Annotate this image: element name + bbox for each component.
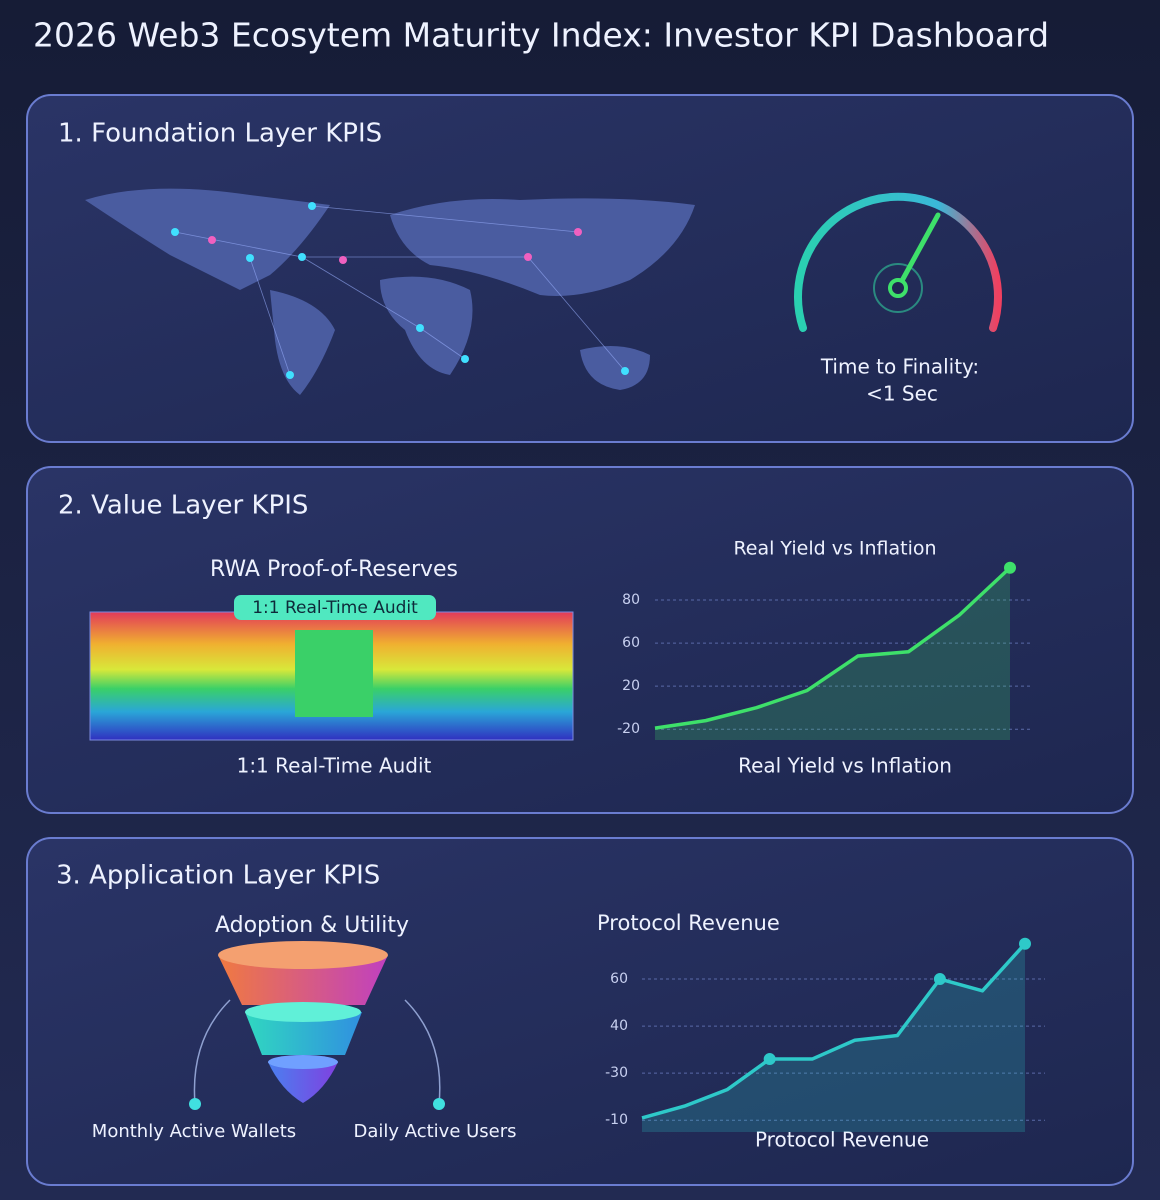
funnel-title: Adoption & Utility [215, 913, 409, 938]
line [654, 566, 1012, 730]
y-tick-label: -10 [605, 1112, 628, 1128]
y-tick-label: -30 [605, 1065, 628, 1081]
point-marker [1019, 937, 1031, 950]
gauge-hub [888, 278, 908, 298]
panel-title: 2. Value Layer KPIS [58, 491, 308, 521]
page-title: 2026 Web3 Ecosytem Maturity Index: Inves… [33, 16, 1049, 55]
line [641, 942, 1027, 1120]
chart-title: Real Yield vs Inflation [733, 538, 936, 560]
x-axis-label: Protocol Revenue [755, 1128, 929, 1152]
panel-1: 1. Foundation Layer KPIS Time to Finalit… [26, 94, 1134, 443]
point-marker [933, 973, 946, 986]
y-tick-label: -20 [617, 721, 640, 737]
north-america [85, 188, 330, 290]
area [655, 567, 1010, 740]
africa [380, 276, 473, 375]
eurasia [390, 198, 695, 296]
network-lines [174, 205, 626, 376]
point-marker [763, 1053, 776, 1066]
y-tick-label: 80 [622, 592, 640, 608]
australia [580, 346, 650, 390]
gauge [794, 192, 1002, 332]
funnel [189, 941, 445, 1110]
point-marker [1004, 561, 1016, 574]
reserves-badge-text: 1:1 Real-Time Audit [252, 598, 418, 618]
x-axis-label: Real Yield vs Inflation [738, 754, 952, 778]
gauge-value: <1 Sec [866, 382, 938, 406]
reserves-badge [234, 595, 436, 620]
network-nodes [171, 202, 629, 379]
y-tick-label: 60 [610, 971, 628, 987]
area [642, 943, 1025, 1132]
gauge-label: Time to Finality: [820, 355, 979, 379]
gauge-needle [895, 212, 941, 291]
south-america [270, 290, 335, 395]
panel-title: 1. Foundation Layer KPIS [58, 119, 382, 149]
panel-3: 3. Application Layer KPIS Adoption & Uti… [26, 837, 1134, 1186]
world-map [85, 188, 695, 395]
funnel-left-label: Monthly Active Wallets [92, 1121, 296, 1142]
reserves-title: RWA Proof-of-Reserves [210, 557, 458, 582]
y-tick-label: 60 [622, 635, 640, 651]
chart-title: Protocol Revenue [597, 911, 780, 935]
panel-2: 2. Value Layer KPIS RWA Proof-of-Reserve… [26, 466, 1134, 814]
reserves-caption: 1:1 Real-Time Audit [237, 754, 432, 778]
y-tick-label: 20 [622, 678, 640, 694]
gauge-hub-ring [873, 263, 923, 313]
reserves-block [295, 630, 373, 717]
panel-title: 3. Application Layer KPIS [56, 861, 380, 891]
y-tick-label: 40 [610, 1018, 628, 1034]
funnel-right-label: Daily Active Users [353, 1121, 516, 1142]
gauge-arc [794, 192, 1002, 332]
